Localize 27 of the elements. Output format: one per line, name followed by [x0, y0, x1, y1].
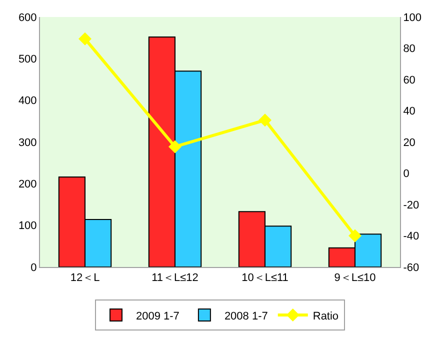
y-tick-label: 100 [18, 220, 37, 232]
y2-tick-label: -20 [403, 199, 420, 212]
legend-label: 2009 1-7 [136, 310, 180, 322]
y-tick-label: 600 [18, 12, 37, 24]
x-tick-label: 12＜L [70, 272, 100, 284]
y2-tick-label: 0 [403, 168, 410, 180]
y-tick-label: 0 [30, 262, 37, 274]
y2-tick-label: 80 [403, 43, 416, 56]
y-tick-label: 500 [18, 54, 37, 66]
point [258, 114, 272, 127]
point [78, 32, 92, 46]
point [168, 140, 182, 154]
legend-label: Ratio [312, 310, 339, 322]
y2-tick-label: 40 [403, 106, 416, 118]
y2-tick-label: 20 [403, 136, 416, 149]
point [348, 229, 362, 242]
legend-label: 2008 1-7 [224, 310, 268, 322]
x-tick-label: 9＜L≤10 [334, 272, 376, 284]
y2-tick-label: 60 [403, 74, 416, 86]
y-tick-label: 400 [18, 95, 37, 108]
y2-tick-label: 100 [403, 12, 422, 24]
x-tick-label: 11＜L≤12 [152, 272, 198, 284]
y-tick-label: 200 [18, 178, 37, 191]
y-tick-label: 300 [18, 136, 37, 149]
x-tick-label: 10＜L≤11 [242, 272, 288, 284]
y2-tick-label: -60 [403, 262, 420, 274]
y2-tick-label: -40 [403, 230, 420, 243]
